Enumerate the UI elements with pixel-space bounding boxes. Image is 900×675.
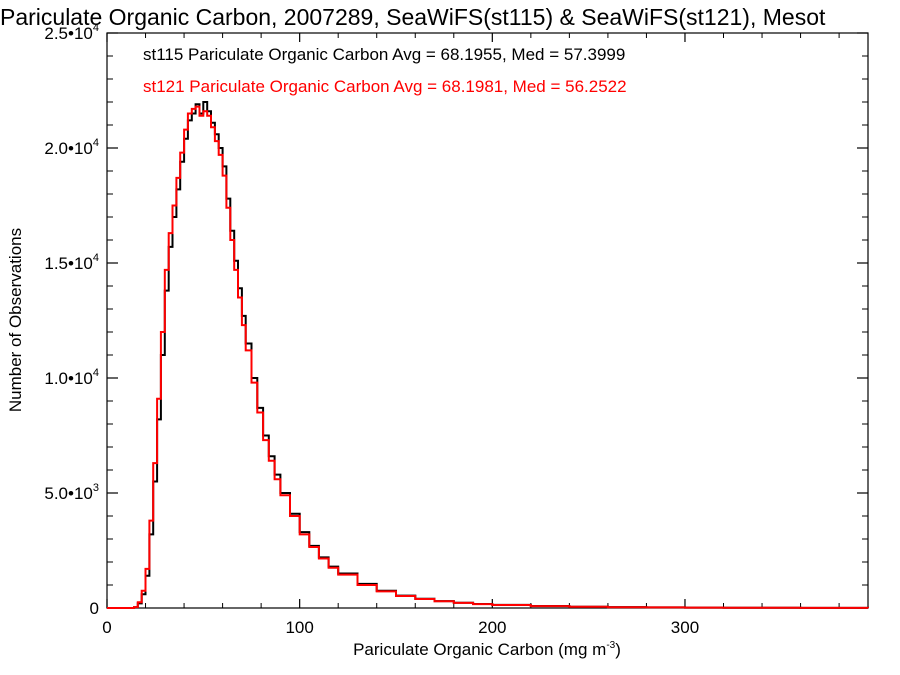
x-tick-labels: 0 100 200 300 (102, 618, 699, 637)
x-tick-label: 300 (671, 618, 699, 637)
y-tick-label: 2.0•104 (44, 137, 99, 158)
y-tick-label: 1.5•104 (44, 252, 99, 273)
x-axis-label-exponent: -3 (606, 640, 615, 651)
y-tick-labels: 0 5.0•103 1.0•104 1.5•104 2.0•104 2.5•104 (44, 22, 99, 618)
x-tick-label: 200 (478, 618, 506, 637)
x-axis-label-suffix: ) (615, 640, 621, 659)
legend-entry-st121: st121 Pariculate Organic Carbon Avg = 68… (143, 77, 627, 96)
y-tick-label: 1.0•104 (44, 367, 99, 388)
x-axis-label: Pariculate Organic Carbon (mg m-3) (353, 640, 621, 659)
y-axis-label: Number of Observations (6, 228, 25, 412)
series-st121-line (107, 105, 869, 609)
series-layer (107, 101, 869, 609)
plot-frame (106, 32, 869, 609)
axis-ticks (106, 32, 868, 609)
chart-title: Pariculate Organic Carbon, 2007289, SeaW… (0, 4, 826, 30)
legend-entry-st115: st115 Pariculate Organic Carbon Avg = 68… (143, 45, 625, 64)
y-tick-label: 5.0•103 (44, 482, 99, 503)
x-tick-label: 100 (285, 618, 313, 637)
y-tick-label: 0 (90, 599, 99, 618)
y-tick-label: 2.5•104 (44, 22, 99, 43)
series-st115-line (107, 101, 869, 609)
x-tick-label: 0 (102, 618, 111, 637)
x-axis-label-text: Pariculate Organic Carbon (mg m (353, 640, 606, 659)
